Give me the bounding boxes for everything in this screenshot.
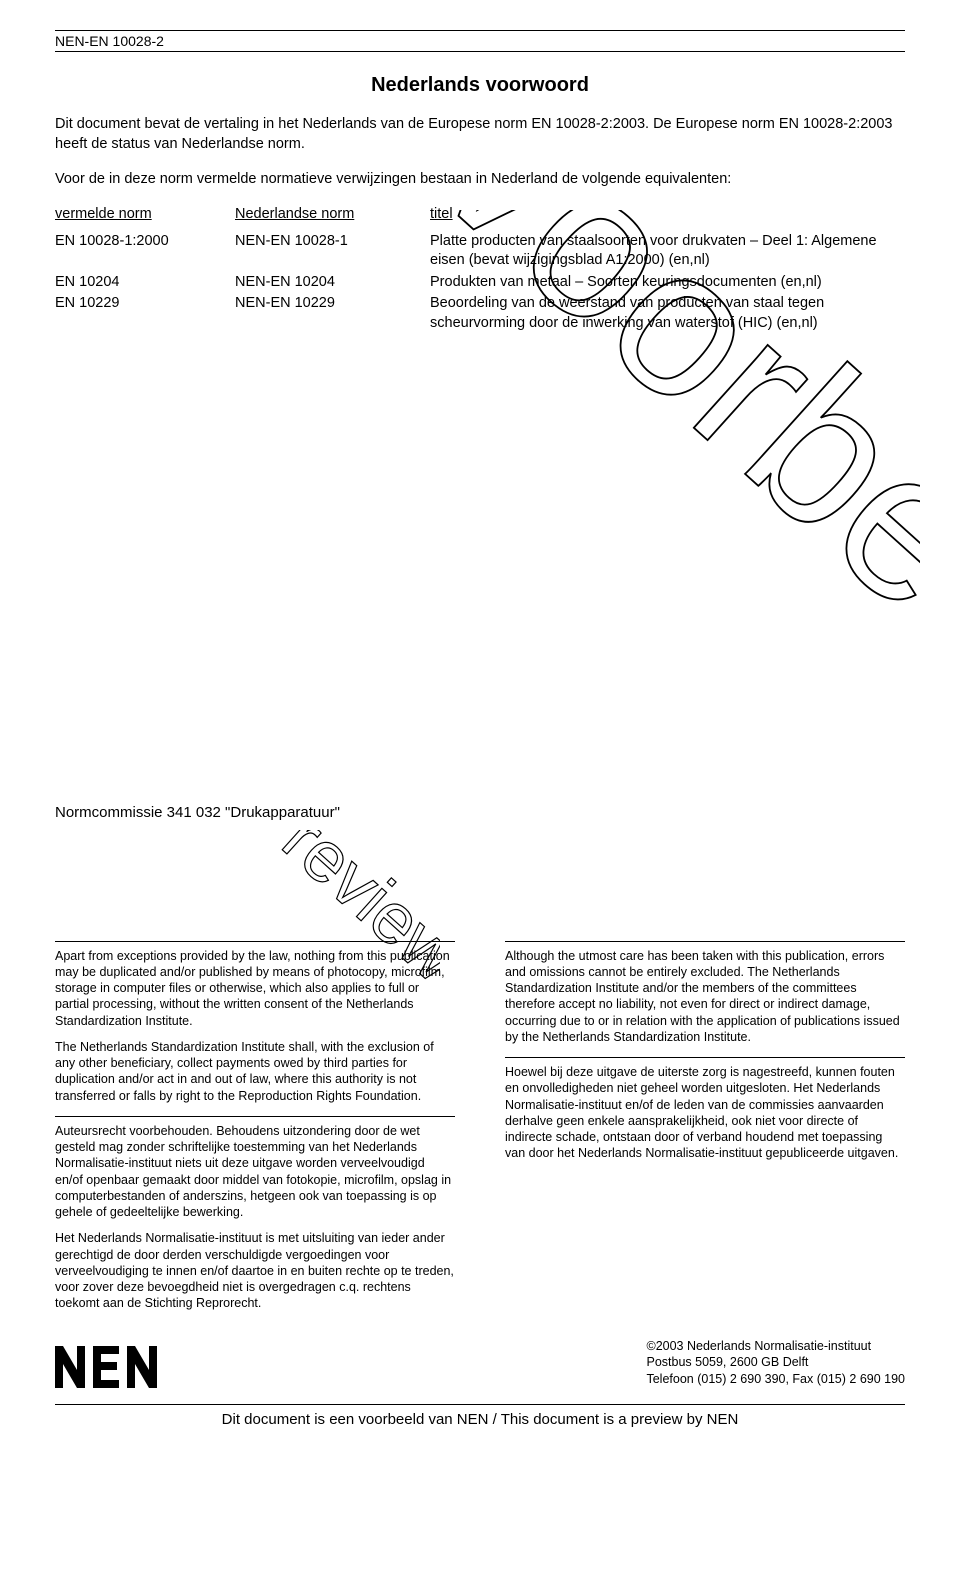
nen-logo-icon: [55, 1346, 165, 1388]
equivalents-cell: EN 10204: [55, 273, 235, 293]
copyright-nl-right: Hoewel bij deze uitgave de uiterste zorg…: [505, 1057, 905, 1162]
footer-organization: ©2003 Nederlands Normalisatie-instituut …: [646, 1338, 905, 1389]
document-code-header: NEN-EN 10028-2: [55, 30, 905, 52]
committee-line: Normcommissie 341 032 "Drukapparatuur": [55, 804, 905, 821]
footer-org-line: ©2003 Nederlands Normalisatie-instituut: [646, 1338, 905, 1355]
footer-org-line: Telefoon (015) 2 690 390, Fax (015) 2 69…: [646, 1371, 905, 1388]
copyright-en-right: Although the utmost care has been taken …: [505, 941, 905, 1046]
intro-paragraph-1: Dit document bevat de vertaling in het N…: [55, 115, 905, 154]
equivalents-head-col1: vermelde norm: [55, 206, 152, 222]
copyright-en-left: Apart from exceptions provided by the la…: [55, 941, 455, 1104]
copyright-text: Apart from exceptions provided by the la…: [55, 948, 455, 1029]
equivalents-cell: Platte producten van staalsoorten voor d…: [430, 232, 905, 271]
copyright-text: Auteursrecht voorbehouden. Behoudens uit…: [55, 1123, 455, 1221]
equivalents-cell: EN 10229: [55, 294, 235, 333]
equivalents-head-col2: Nederlandse norm: [235, 206, 354, 222]
page-title: Nederlands voorwoord: [55, 74, 905, 97]
equivalents-row: EN 10204 NEN-EN 10204 Produkten van meta…: [55, 273, 905, 293]
equivalents-cell: NEN-EN 10229: [235, 294, 430, 333]
copyright-text: Hoewel bij deze uitgave de uiterste zorg…: [505, 1064, 905, 1162]
document-code: NEN-EN 10028-2: [55, 33, 164, 49]
copyright-text: Although the utmost care has been taken …: [505, 948, 905, 1046]
footer-org-line: Postbus 5059, 2600 GB Delft: [646, 1354, 905, 1371]
copyright-nl-left: Auteursrecht voorbehouden. Behoudens uit…: [55, 1116, 455, 1312]
intro-paragraph-2: Voor de in deze norm vermelde normatieve…: [55, 170, 905, 190]
equivalents-head-col3: titel: [430, 206, 453, 222]
copyright-text: Het Nederlands Normalisatie-instituut is…: [55, 1230, 455, 1311]
equivalents-cell: Beoordeling van de weerstand van product…: [430, 294, 905, 333]
equivalents-cell: NEN-EN 10028-1: [235, 232, 430, 271]
equivalents-row: EN 10028-1:2000 NEN-EN 10028-1 Platte pr…: [55, 232, 905, 271]
equivalents-row: EN 10229 NEN-EN 10229 Beoordeling van de…: [55, 294, 905, 333]
equivalents-cell: NEN-EN 10204: [235, 273, 430, 293]
equivalents-cell: EN 10028-1:2000: [55, 232, 235, 271]
equivalents-cell: Produkten van metaal – Soorten keuringsd…: [430, 273, 905, 293]
copyright-text: The Netherlands Standardization Institut…: [55, 1039, 455, 1104]
bottom-preview-line: Dit document is een voorbeeld van NEN / …: [55, 1404, 905, 1428]
equivalents-header-row: vermelde norm Nederlandse norm titel: [55, 206, 905, 222]
